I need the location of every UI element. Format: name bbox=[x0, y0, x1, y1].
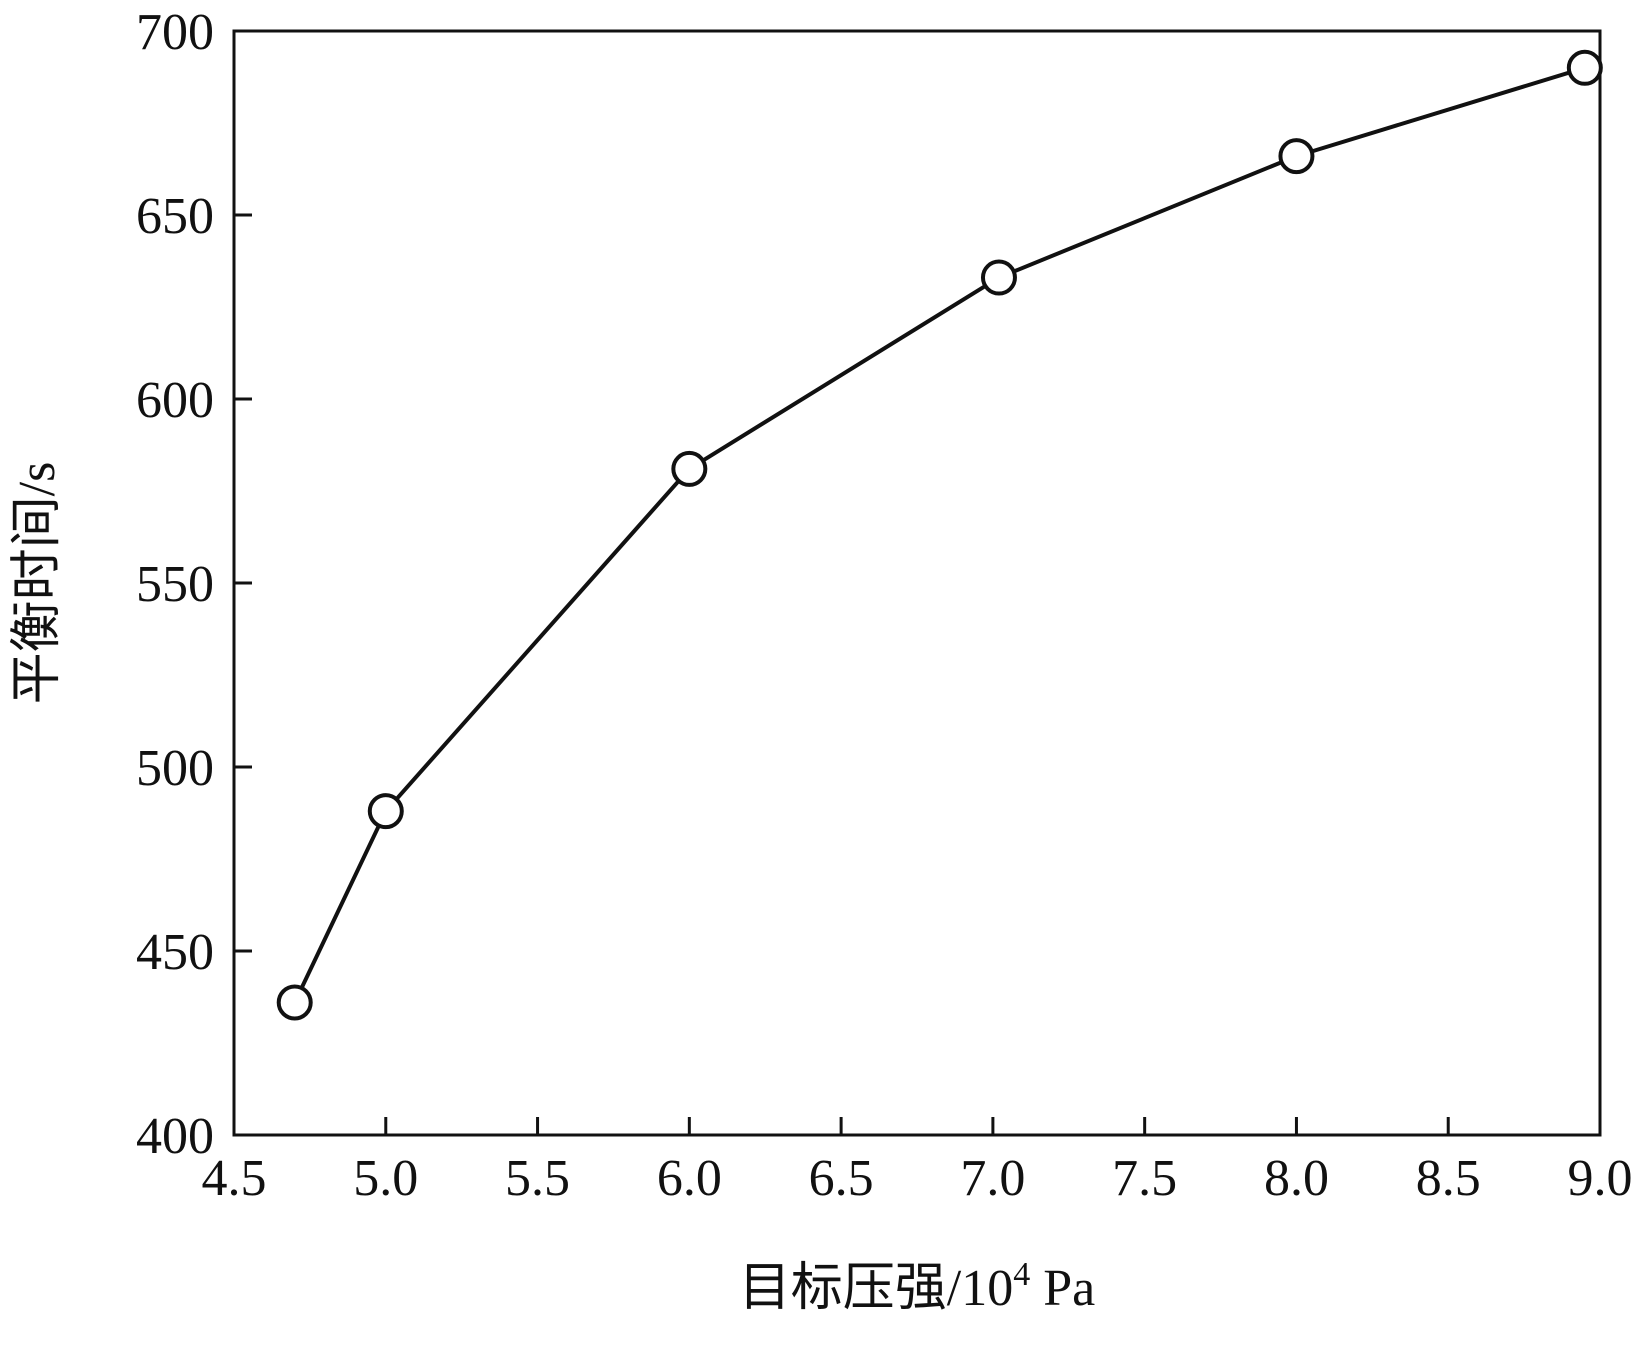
x-tick-label: 4.5 bbox=[202, 1150, 267, 1207]
x-axis-ticks: 4.5 5.0 5.5 6.0 6.5 7.0 7.5 8.0 8.5 9.0 bbox=[202, 1117, 1633, 1207]
y-tick-label: 700 bbox=[136, 4, 214, 61]
plot-frame bbox=[232, 29, 1602, 1137]
data-point bbox=[671, 450, 708, 487]
y-tick-label: 400 bbox=[136, 1108, 214, 1165]
x-tick-label: 5.5 bbox=[505, 1150, 570, 1207]
y-tick-label: 650 bbox=[136, 188, 214, 245]
data-point bbox=[1278, 138, 1315, 175]
x-tick-label: 6.0 bbox=[657, 1150, 722, 1207]
series-line bbox=[292, 65, 1586, 1004]
data-point bbox=[980, 259, 1017, 296]
x-tick-label: 7.5 bbox=[1112, 1150, 1177, 1207]
x-tick-label: 8.5 bbox=[1416, 1150, 1481, 1207]
x-axis-title: 目标压强/104 Pa bbox=[739, 1256, 1095, 1317]
data-point bbox=[276, 984, 313, 1021]
y-axis-title: 平衡时间/s bbox=[9, 462, 66, 705]
y-tick-label: 500 bbox=[136, 740, 214, 797]
series-layer bbox=[276, 49, 1603, 1021]
y-tick-label: 450 bbox=[136, 924, 214, 981]
y-tick-label: 550 bbox=[136, 556, 214, 613]
x-axis-title-superscript: 4 bbox=[1013, 1256, 1030, 1293]
data-point bbox=[1566, 49, 1603, 86]
x-axis-title-unit: Pa bbox=[1030, 1260, 1095, 1317]
x-tick-label: 9.0 bbox=[1568, 1150, 1633, 1207]
x-tick-label: 6.5 bbox=[809, 1150, 874, 1207]
x-tick-label: 5.0 bbox=[353, 1150, 418, 1207]
data-point bbox=[367, 793, 404, 830]
x-tick-label: 7.0 bbox=[960, 1150, 1025, 1207]
x-axis-title-main: 目标压强/10 bbox=[739, 1260, 1013, 1317]
y-axis-ticks: 400 450 500 550 600 650 700 bbox=[136, 4, 252, 1165]
x-tick-label: 8.0 bbox=[1264, 1150, 1329, 1207]
y-tick-label: 600 bbox=[136, 372, 214, 429]
